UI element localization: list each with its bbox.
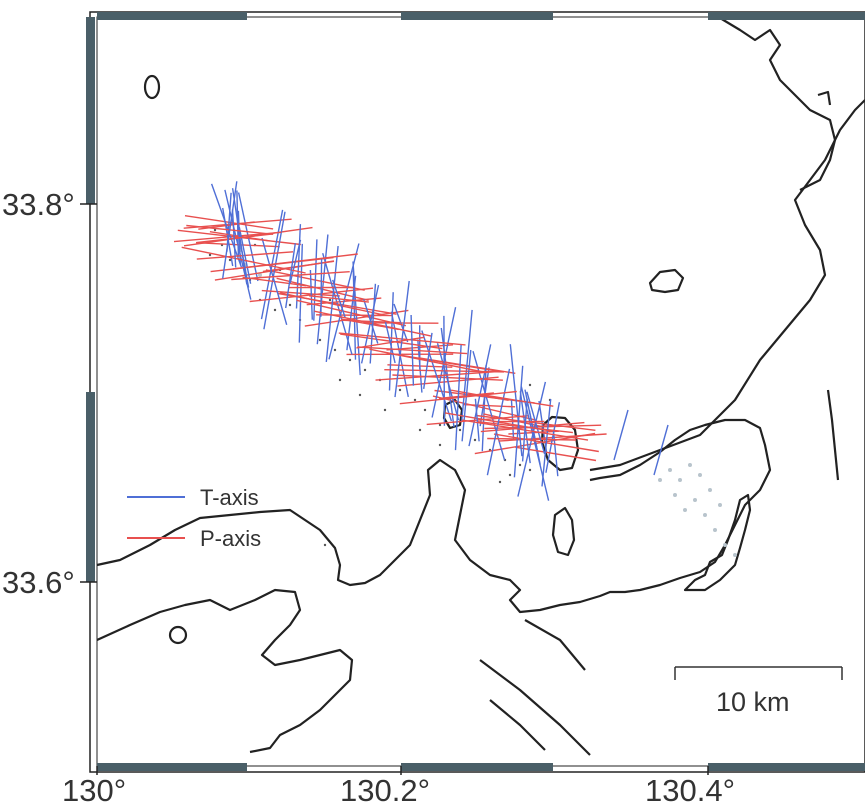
- t-axis-line: [486, 368, 511, 476]
- earthquake-events: [208, 228, 552, 547]
- t-axis-line: [461, 349, 472, 442]
- t-axis-line: [613, 409, 629, 461]
- coastline: [96, 17, 865, 756]
- t-axis-line: [388, 292, 394, 391]
- legend-t-axis-label: T-axis: [200, 485, 259, 510]
- t-axis-line: [410, 314, 415, 386]
- t-axis-line: [285, 243, 296, 309]
- scale-bar-label: 10 km: [716, 687, 790, 717]
- t-axis-line: [222, 181, 238, 279]
- t-axis-line: [384, 322, 396, 364]
- t-axis-line: [328, 243, 360, 360]
- t-axis-line: [263, 211, 286, 330]
- t-axis-line: [320, 258, 323, 317]
- legend-p-axis-label: P-axis: [200, 526, 261, 551]
- t-axis-line: [360, 284, 380, 364]
- t-axis-line: [454, 344, 462, 451]
- t-axis-line: [261, 237, 288, 325]
- t-axis-line: [417, 339, 423, 393]
- t-axis-line: [295, 224, 302, 309]
- lon-label-130.4: 130.4°: [645, 773, 735, 806]
- scale-bar: 10 km: [674, 666, 843, 717]
- legend: T-axis P-axis: [127, 485, 261, 551]
- gray-event-cluster: [238, 248, 737, 557]
- t-axis-line: [322, 253, 353, 355]
- t-axis-line: [346, 275, 357, 351]
- t-axis-line: [332, 279, 346, 319]
- axis-lines: [173, 181, 669, 501]
- t-axis-line: [231, 209, 237, 268]
- t-axis-line: [472, 351, 506, 461]
- t-axis-line: [352, 270, 357, 360]
- lat-label-33.8: 33.8°: [2, 187, 75, 222]
- t-axis-line: [517, 381, 547, 497]
- t-axis-line: [521, 398, 528, 462]
- t-axis-line: [461, 309, 473, 422]
- t-axis-line: [443, 315, 446, 426]
- t-axis-line: [541, 399, 552, 487]
- t-axis-line: [325, 246, 339, 362]
- t-axis-line: [238, 226, 252, 284]
- t-axis-line: [313, 239, 318, 321]
- t-axis-line: [316, 234, 329, 345]
- t-axis-line: [520, 386, 550, 501]
- t-axis-line: [393, 303, 409, 343]
- t-axis-line: [474, 398, 480, 442]
- t-axis-line: [653, 424, 669, 476]
- lon-label-130: 130°: [62, 773, 126, 806]
- t-axis-line: [423, 332, 433, 390]
- t-axis-line: [394, 280, 410, 398]
- t-axis-line: [363, 299, 379, 344]
- t-axis-line: [509, 344, 523, 457]
- t-axis-line: [421, 330, 453, 422]
- lon-label-130.2: 130.2°: [340, 773, 430, 806]
- map-frame: [80, 11, 865, 775]
- t-axis-line: [309, 269, 313, 320]
- t-axis-line: [545, 402, 561, 473]
- lat-label-33.6: 33.6°: [2, 565, 75, 600]
- t-axis-line: [210, 183, 243, 268]
